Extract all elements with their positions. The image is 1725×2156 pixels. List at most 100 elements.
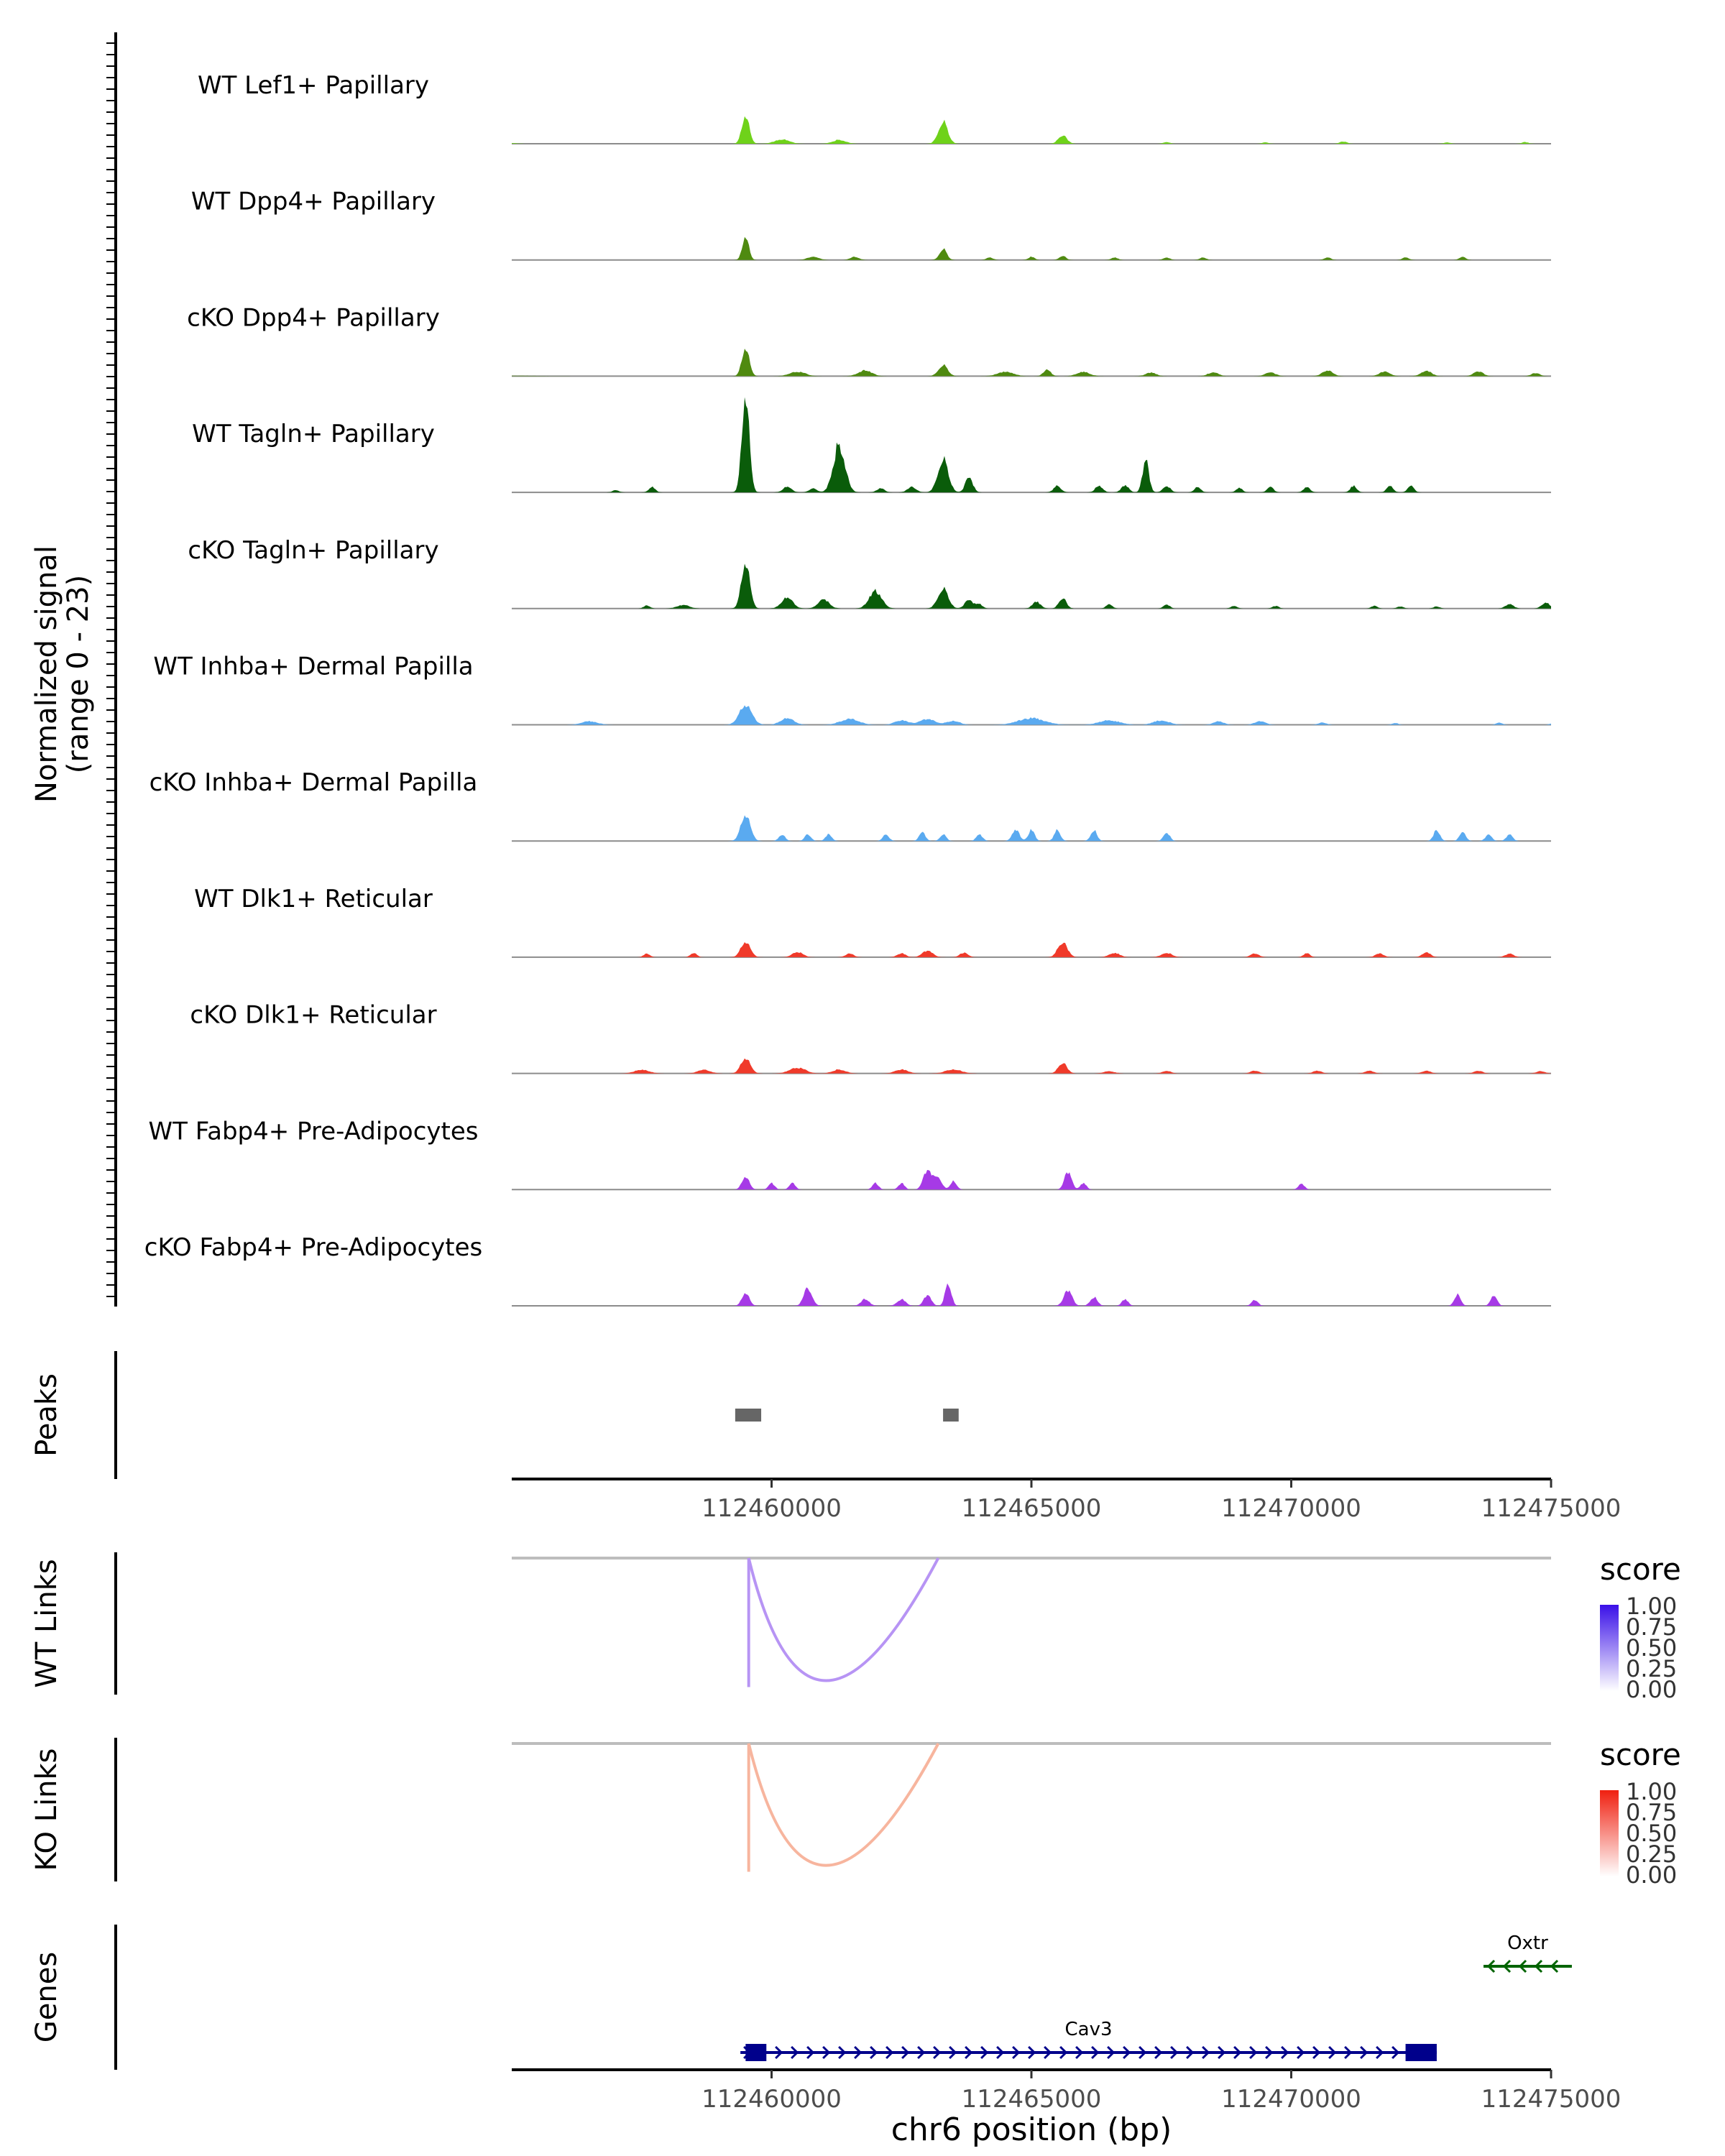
legend-tick-label: 1.00 [1626,1778,1677,1805]
coverage-tracks: WT Lef1+ Papillary WT Dpp4+ Papillary cKO … [144,71,1551,1307]
track-label: cKO Fabp4+ Pre-Adipocytes [144,1233,483,1262]
link-arc [747,1743,940,1867]
x-tick-label: 112475000 [1481,2085,1622,2114]
coverage-track: WT Dpp4+ Papillary [191,188,1551,261]
strand-arrow [1518,1959,1527,1973]
strand-arrow [1281,2045,1289,2060]
legend-tick-label: 0.75 [1626,1799,1677,1826]
strand-arrow [1328,2045,1337,2060]
score-legend: score 1.000.750.500.250.00 [1600,1737,1681,1889]
legend-tick-label: 0.75 [1626,1613,1677,1641]
track-label: WT Tagln+ Papillary [192,420,435,448]
genes-panel: Genes Cav3 Oxtr 112460000 112465000 1124700… [30,1925,1621,2148]
coverage-y-ticks [106,42,116,1297]
legend-colorbar [1600,1790,1619,1876]
strand-arrow [1218,2045,1226,2060]
strand-arrow [996,2045,1005,2060]
strand-arrow [1249,2045,1258,2060]
coverage-track: cKO Fabp4+ Pre-Adipocytes [144,1233,1551,1307]
strand-arrow [933,2045,942,2060]
x-tick-label: 112460000 [702,2085,842,2114]
gene-label: Cav3 [1065,2019,1113,2040]
strand-arrow [1550,1959,1559,1973]
track-label: WT Lef1+ Papillary [198,71,429,100]
track-label: cKO Inhba+ Dermal Papilla [150,768,478,797]
strand-arrow [822,2045,831,2060]
signal-area [512,815,1551,842]
coverage-track: WT Fabp4+ Pre-Adipocytes [149,1117,1551,1191]
strand-arrow [1044,2045,1052,2060]
track-label: cKO Dpp4+ Papillary [187,303,440,332]
strand-arrow [854,2045,862,2060]
legend-tick-label: 0.00 [1626,1676,1677,1703]
gene-exon [1405,2044,1437,2061]
strand-arrow [775,2045,783,2060]
strand-arrow [1202,2045,1210,2060]
strand-arrow [1265,2045,1274,2060]
coverage-track: cKO Dpp4+ Papillary [187,303,1551,377]
y-axis-subtitle: (range 0 - 23) [62,575,95,773]
x-tick-label: 112460000 [702,1494,842,1523]
strand-arrow [1360,2045,1368,2060]
strand-arrow [917,2045,926,2060]
coverage-panel: Normalized signal (range 0 - 23) WT Lef1… [30,32,1551,1307]
gene-label: Oxtr [1507,1932,1548,1954]
signal-area [512,705,1551,725]
x-tick-label: 112465000 [962,2085,1102,2114]
wt-links-label: WT Links [30,1559,63,1687]
x-tick-label: 112470000 [1221,1494,1361,1523]
legend-title: score [1600,1737,1681,1772]
legend-tick-label: 0.25 [1626,1841,1677,1868]
x-tick-label: 112470000 [1221,2085,1361,2114]
gene-model: Oxtr [1484,1932,1572,1973]
strand-arrow [1486,1959,1496,1973]
strand-arrow [886,2045,894,2060]
strand-arrow [1534,1959,1543,1973]
x-ticks-bottom: 112460000 112465000 112470000 112475000 [702,2070,1621,2114]
strand-arrow [1186,2045,1195,2060]
y-axis-title: Normalized signal [30,545,63,803]
legend-tick-label: 0.00 [1626,1861,1677,1889]
strand-arrow [1091,2045,1100,2060]
strand-arrow [1138,2045,1147,2060]
coverage-track: WT Inhba+ Dermal Papilla [153,653,1551,726]
strand-arrow [1502,1959,1512,1973]
strand-arrow [901,2045,910,2060]
coverage-track: cKO Dlk1+ Reticular [190,1001,1551,1074]
strand-arrow [806,2045,815,2060]
peak-regions [735,1409,959,1422]
strand-arrow [980,2045,989,2060]
links-track: score 1.000.750.500.250.00 [512,1552,1681,1703]
coverage-track: cKO Inhba+ Dermal Papilla [150,768,1551,842]
legend-tick-label: 0.50 [1626,1820,1677,1847]
track-label: cKO Dlk1+ Reticular [190,1001,436,1030]
legend-tick-label: 1.00 [1626,1593,1677,1620]
track-label: WT Dlk1+ Reticular [194,885,433,913]
strand-arrow [1170,2045,1179,2060]
strand-arrow [791,2045,799,2060]
legend-colorbar [1600,1605,1619,1691]
link-arc [747,1557,940,1682]
coverage-track: WT Tagln+ Papillary [192,397,1551,494]
legend-tick-label: 0.25 [1626,1655,1677,1682]
strand-arrow [1059,2045,1068,2060]
gene-exon [745,2044,767,2061]
peak-region [735,1409,762,1422]
coverage-track: cKO Tagln+ Papillary [188,536,1551,609]
peaks-panel: Peaks 112460000 112465000 112470000 1124750… [30,1351,1621,1523]
strand-arrow [949,2045,957,2060]
x-tick-label: 112475000 [1481,1494,1622,1523]
gene-models: Cav3 Oxtr [740,1932,1572,2061]
track-label: WT Dpp4+ Papillary [191,188,436,216]
x-axis-title: chr6 position (bp) [891,2111,1172,2148]
coverage-track: WT Dlk1+ Reticular [194,885,1551,958]
strand-arrow [1392,2045,1400,2060]
x-tick-label: 112465000 [962,1494,1102,1523]
strand-arrow [1233,2045,1242,2060]
strand-arrow [965,2045,973,2060]
strand-arrow [870,2045,878,2060]
links-track: score 1.000.750.500.250.00 [512,1737,1681,1889]
ko-links-label: KO Links [30,1749,63,1871]
